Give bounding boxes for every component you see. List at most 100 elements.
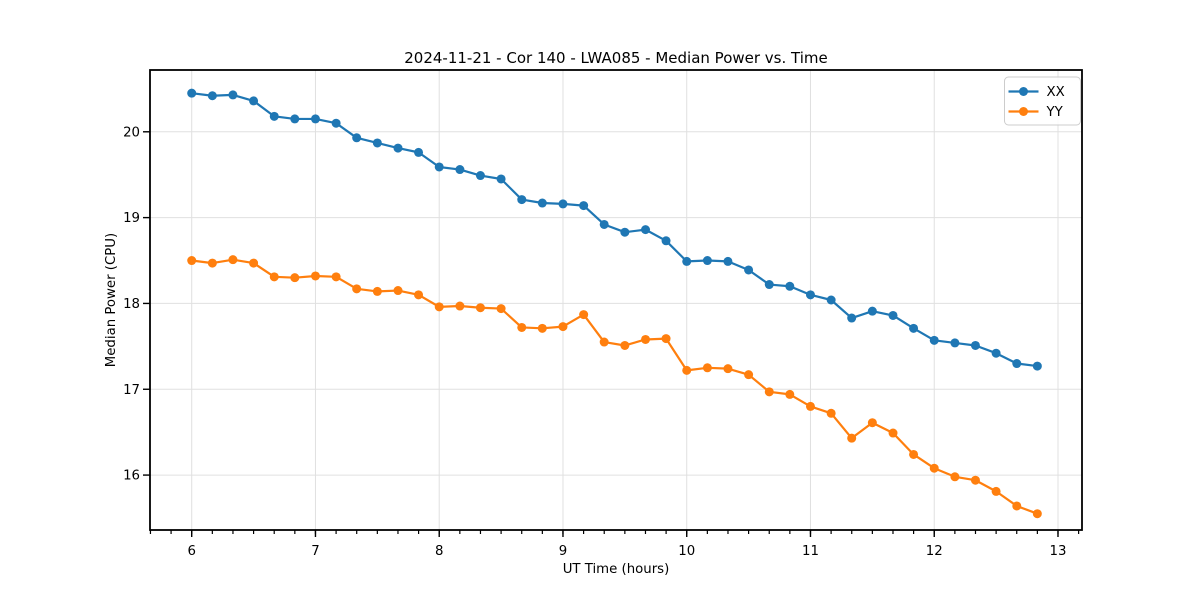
data-point-xx <box>517 195 527 205</box>
data-point-yy <box>517 322 527 332</box>
data-point-yy <box>372 286 382 296</box>
data-point-xx <box>909 323 919 333</box>
data-point-xx <box>537 198 547 208</box>
data-point-xx <box>393 143 403 153</box>
data-point-yy <box>744 370 754 380</box>
data-point-xx <box>1012 359 1022 369</box>
plot-border <box>149 69 1083 531</box>
data-point-xx <box>723 256 733 266</box>
data-point-xx <box>661 236 671 246</box>
data-point-yy <box>888 428 898 438</box>
data-point-xx <box>702 256 712 266</box>
data-point-xx <box>414 147 424 157</box>
data-point-yy <box>496 304 506 314</box>
data-point-xx <box>228 90 238 100</box>
data-point-yy <box>929 463 939 473</box>
data-point-yy <box>558 322 568 332</box>
data-point-xx <box>620 227 630 237</box>
data-point-yy <box>641 334 651 344</box>
data-point-yy <box>991 486 1001 496</box>
data-point-yy <box>290 273 300 283</box>
data-point-yy <box>414 290 424 300</box>
y-tick-label: 16 <box>123 469 140 484</box>
data-point-yy <box>249 258 259 268</box>
data-point-xx <box>269 111 279 121</box>
x-tick-label: 9 <box>559 544 567 559</box>
data-point-yy <box>475 303 485 313</box>
data-point-xx <box>290 114 300 124</box>
x-tick-label: 12 <box>926 544 943 559</box>
data-point-xx <box>352 133 362 143</box>
data-point-yy <box>1032 509 1042 519</box>
data-point-xx <box>764 280 774 290</box>
data-point-yy <box>970 475 980 485</box>
tick-labels: 6 7 8 9 10 11 12 13 16 17 18 19 20 <box>123 125 1066 559</box>
data-point-xx <box>434 162 444 172</box>
data-point-xx <box>950 338 960 348</box>
data-point-yy <box>847 433 857 443</box>
data-point-yy <box>620 340 630 350</box>
data-point-yy <box>207 258 217 268</box>
data-point-yy <box>434 302 444 312</box>
data-point-xx <box>970 340 980 350</box>
data-point-yy <box>785 389 795 399</box>
data-point-yy <box>455 301 465 311</box>
data-point-yy <box>331 272 341 282</box>
y-tick-label: 17 <box>123 383 140 398</box>
data-point-xx <box>310 114 320 124</box>
data-point-yy <box>950 472 960 482</box>
data-point-yy <box>187 256 197 266</box>
data-point-xx <box>826 295 836 305</box>
data-point-xx <box>579 201 589 211</box>
y-tick-label: 18 <box>123 297 140 312</box>
series-line-yy <box>190 258 1039 515</box>
chart-title: 2024-11-21 - Cor 140 - LWA085 - Median P… <box>404 49 828 67</box>
data-point-yy <box>269 272 279 282</box>
x-axis-label: UT Time (hours) <box>563 562 670 577</box>
data-point-xx <box>187 88 197 98</box>
legend-marker <box>1019 107 1028 116</box>
data-point-xx <box>475 171 485 181</box>
data-point-yy <box>764 387 774 397</box>
data-point-xx <box>372 138 382 148</box>
legend: XX YY <box>1004 76 1081 126</box>
data-point-xx <box>558 199 568 209</box>
data-point-yy <box>579 310 589 320</box>
data-point-yy <box>702 363 712 373</box>
data-point-xx <box>744 265 754 275</box>
data-series <box>187 88 1042 519</box>
data-point-xx <box>867 306 877 316</box>
data-point-xx <box>888 310 898 320</box>
legend-label: XX <box>1047 85 1065 100</box>
x-tick-label: 10 <box>678 544 695 559</box>
data-point-xx <box>207 91 217 101</box>
data-point-yy <box>310 271 320 281</box>
data-point-xx <box>991 348 1001 358</box>
legend-marker <box>1019 87 1028 96</box>
data-point-xx <box>785 281 795 291</box>
data-point-yy <box>682 365 692 375</box>
x-tick-label: 8 <box>435 544 443 559</box>
data-point-xx <box>641 225 651 235</box>
y-axis-label: Median Power (CPU) <box>104 233 119 367</box>
data-point-xx <box>1032 361 1042 371</box>
data-point-yy <box>393 286 403 296</box>
data-point-xx <box>682 256 692 266</box>
x-tick-label: 7 <box>311 544 319 559</box>
y-tick-label: 20 <box>123 125 140 140</box>
data-point-xx <box>847 313 857 323</box>
data-point-xx <box>805 290 815 300</box>
grid-lines <box>150 70 1082 530</box>
data-point-xx <box>455 165 465 175</box>
data-point-xx <box>496 174 506 184</box>
x-tick-label: 13 <box>1050 544 1067 559</box>
data-point-yy <box>826 408 836 418</box>
data-point-yy <box>599 337 609 347</box>
x-tick-label: 6 <box>187 544 195 559</box>
data-point-yy <box>723 364 733 374</box>
data-point-yy <box>537 323 547 333</box>
data-point-yy <box>805 401 815 411</box>
data-point-yy <box>661 334 671 344</box>
